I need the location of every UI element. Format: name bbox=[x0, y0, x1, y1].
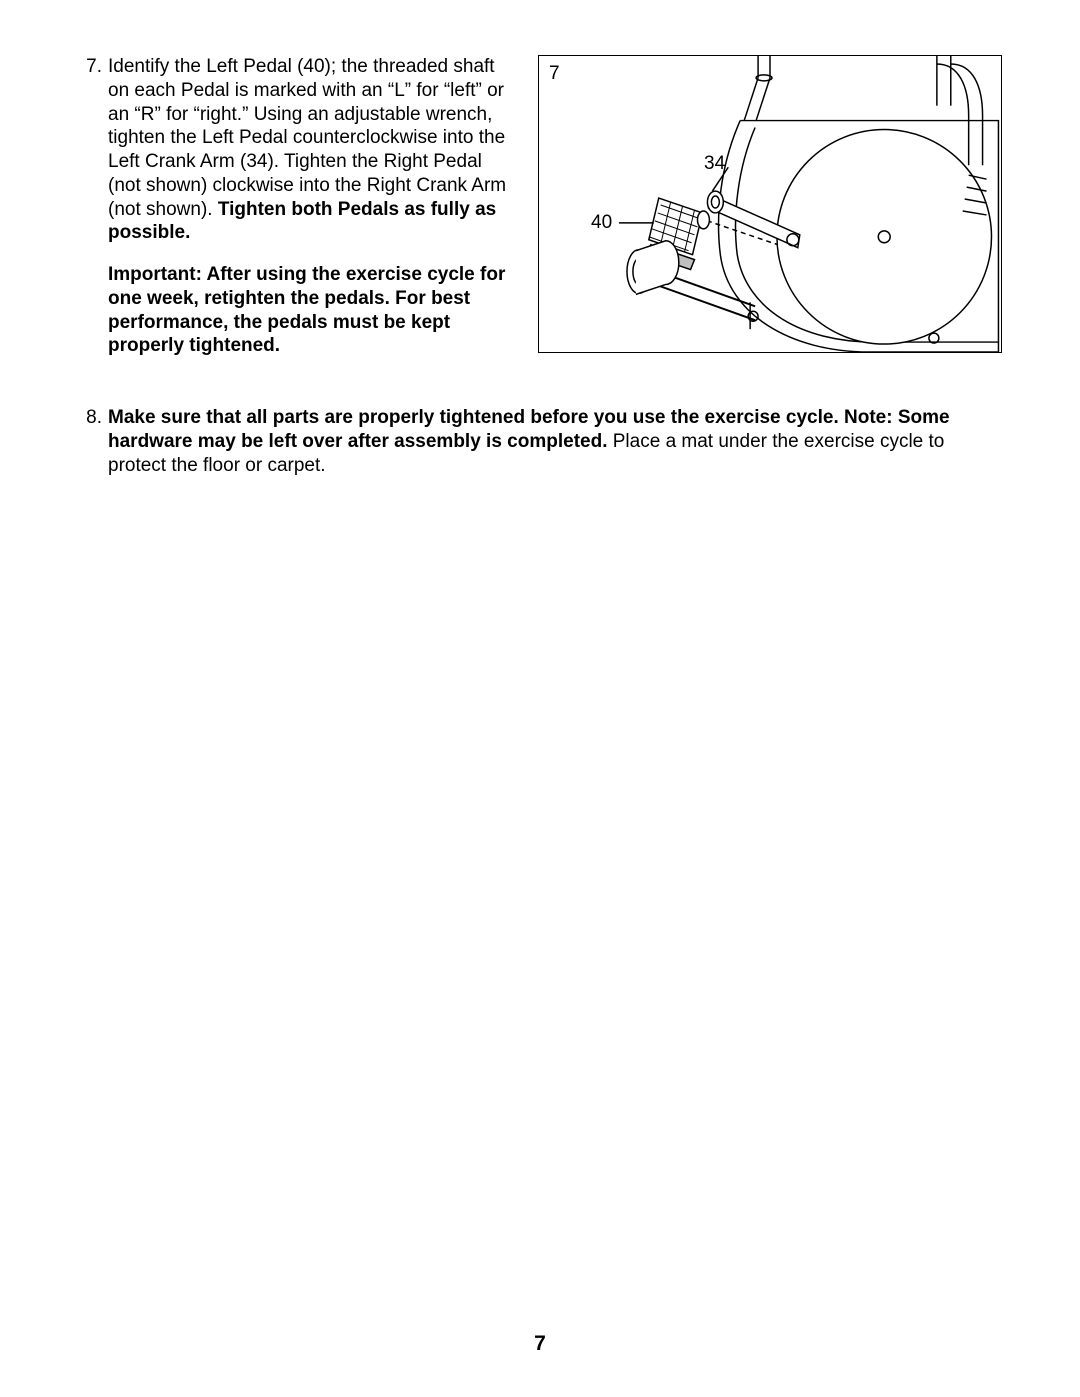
step-8-number: 8. bbox=[78, 406, 102, 477]
exercise-bike-line-drawing bbox=[539, 56, 1001, 352]
step-8-body: Make sure that all parts are properly ti… bbox=[108, 406, 1002, 477]
figure-label-34: 34 bbox=[704, 152, 725, 176]
step-8-paragraph: Make sure that all parts are properly ti… bbox=[108, 406, 1002, 477]
step-7: 7. Identify the Left Pedal (40); the thr… bbox=[78, 55, 1002, 376]
step-7-body: Identify the Left Pedal (40); the thread… bbox=[108, 55, 508, 376]
figure-step-label: 7 bbox=[549, 62, 560, 86]
page: 7. Identify the Left Pedal (40); the thr… bbox=[0, 0, 1080, 1397]
step-7-paragraph-2: Important: After using the exercise cycl… bbox=[108, 263, 508, 358]
step-7-text-block: 7. Identify the Left Pedal (40); the thr… bbox=[78, 55, 508, 376]
page-number: 7 bbox=[0, 1331, 1080, 1357]
step-7-number: 7. bbox=[78, 55, 102, 376]
step-7-paragraph-1: Identify the Left Pedal (40); the thread… bbox=[108, 55, 508, 245]
step-8: 8. Make sure that all parts are properly… bbox=[78, 406, 1002, 477]
step-7-figure: 7 40 34 bbox=[538, 55, 1002, 353]
figure-label-40: 40 bbox=[591, 211, 612, 235]
step-7-p1-regular: Identify the Left Pedal (40); the thread… bbox=[108, 56, 506, 220]
